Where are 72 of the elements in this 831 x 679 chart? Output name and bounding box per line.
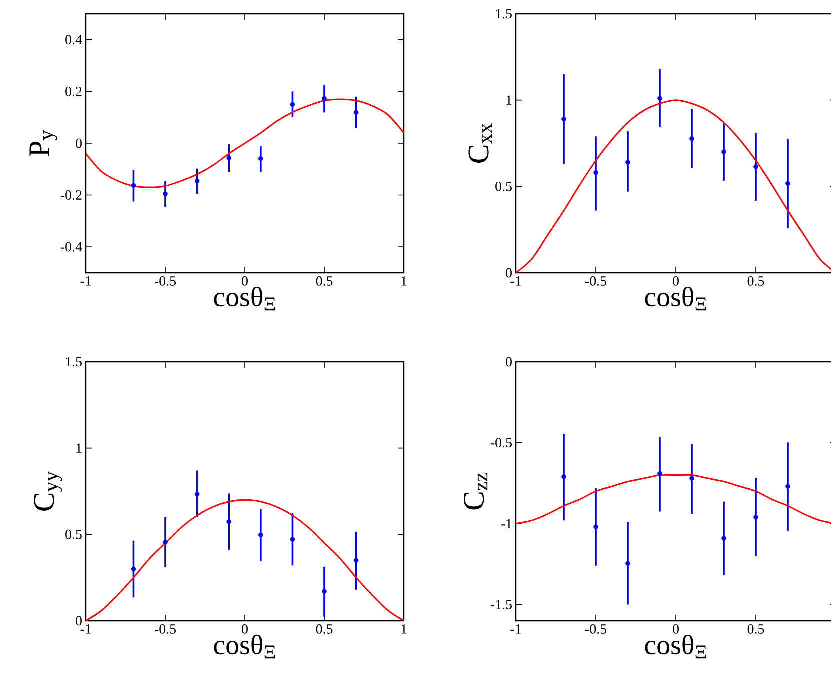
point <box>322 96 327 102</box>
y-tick-label: -1.5 <box>490 600 512 610</box>
point <box>194 492 200 497</box>
y-tick-label: -0.4 <box>60 242 82 252</box>
y-tick-label: -0.5 <box>490 438 512 448</box>
y-tick-label: 0 <box>506 357 512 367</box>
point <box>258 532 264 538</box>
point <box>786 181 790 186</box>
x-tick-label: 0.5 <box>316 624 333 634</box>
y-tick-label: 1 <box>76 444 82 453</box>
x-axis-title: cosθ$_{Ξ}$ <box>214 286 276 311</box>
x-tick-label: 0 <box>242 624 248 634</box>
x-tick-label: 1 <box>402 276 407 286</box>
point <box>354 110 359 116</box>
point <box>131 183 136 188</box>
point <box>226 519 232 524</box>
x-tick-label: 0.5 <box>748 276 764 286</box>
y-tick-label: -1 <box>501 519 512 528</box>
point <box>594 524 598 530</box>
x-axis-title: cosθ$_{Ξ}$ <box>645 634 706 659</box>
y-axis-title: P$_{y}$ <box>30 130 58 156</box>
y-tick-label: 0 <box>506 268 512 278</box>
y-tick-label: 0 <box>76 138 82 148</box>
point <box>626 561 630 566</box>
y-axis-title: C$_{yy}$ <box>34 471 62 511</box>
point <box>131 566 136 572</box>
point <box>290 102 296 108</box>
y-tick-label: 0 <box>76 616 82 626</box>
x-tick-label: 1 <box>402 624 407 634</box>
point <box>322 589 327 594</box>
point <box>594 170 598 176</box>
point <box>258 156 264 162</box>
x-tick-label: -0.5 <box>154 624 176 634</box>
y-axis-title: C$_{xx}$ <box>468 124 492 163</box>
point <box>626 160 630 165</box>
point <box>354 558 359 563</box>
point <box>194 178 200 184</box>
y-tick-label: -0.2 <box>60 190 82 200</box>
line-series <box>86 499 404 621</box>
point <box>754 164 758 170</box>
point <box>226 156 232 161</box>
y-tick-label: 0.5 <box>66 530 82 540</box>
point <box>562 116 566 122</box>
y-tick-label: 1.5 <box>496 9 512 19</box>
point <box>690 476 694 481</box>
point <box>658 471 662 476</box>
y-tick-label: 0.4 <box>66 35 82 45</box>
point <box>290 537 296 542</box>
x-axis-title: cosθ$_{Ξ}$ <box>645 286 706 311</box>
x-tick-label: -0.5 <box>154 276 176 286</box>
x-tick-label: -0.5 <box>585 624 607 634</box>
x-tick-label: 0.5 <box>316 276 333 286</box>
y-tick-label: 0.5 <box>496 182 512 192</box>
point <box>754 514 758 520</box>
point <box>163 192 168 196</box>
y-tick-label: 0.2 <box>66 86 82 96</box>
x-tick-label: 0 <box>673 624 679 634</box>
point <box>562 474 566 480</box>
point <box>658 96 662 101</box>
y-tick-label: 1.5 <box>66 357 82 367</box>
x-tick-label: 0 <box>673 276 679 286</box>
point <box>722 150 726 155</box>
point <box>786 484 790 490</box>
x-tick-label: 0 <box>242 276 248 286</box>
point <box>163 540 168 545</box>
x-tick-label: -0.5 <box>585 276 607 286</box>
x-axis-title: cosθ$_{Ξ}$ <box>214 634 276 659</box>
point <box>722 536 726 541</box>
y-tick-label: 1 <box>506 96 512 105</box>
y-axis-title: C$_{zz}$ <box>464 473 488 510</box>
x-tick-label: 0.5 <box>748 624 764 634</box>
point <box>690 136 694 142</box>
